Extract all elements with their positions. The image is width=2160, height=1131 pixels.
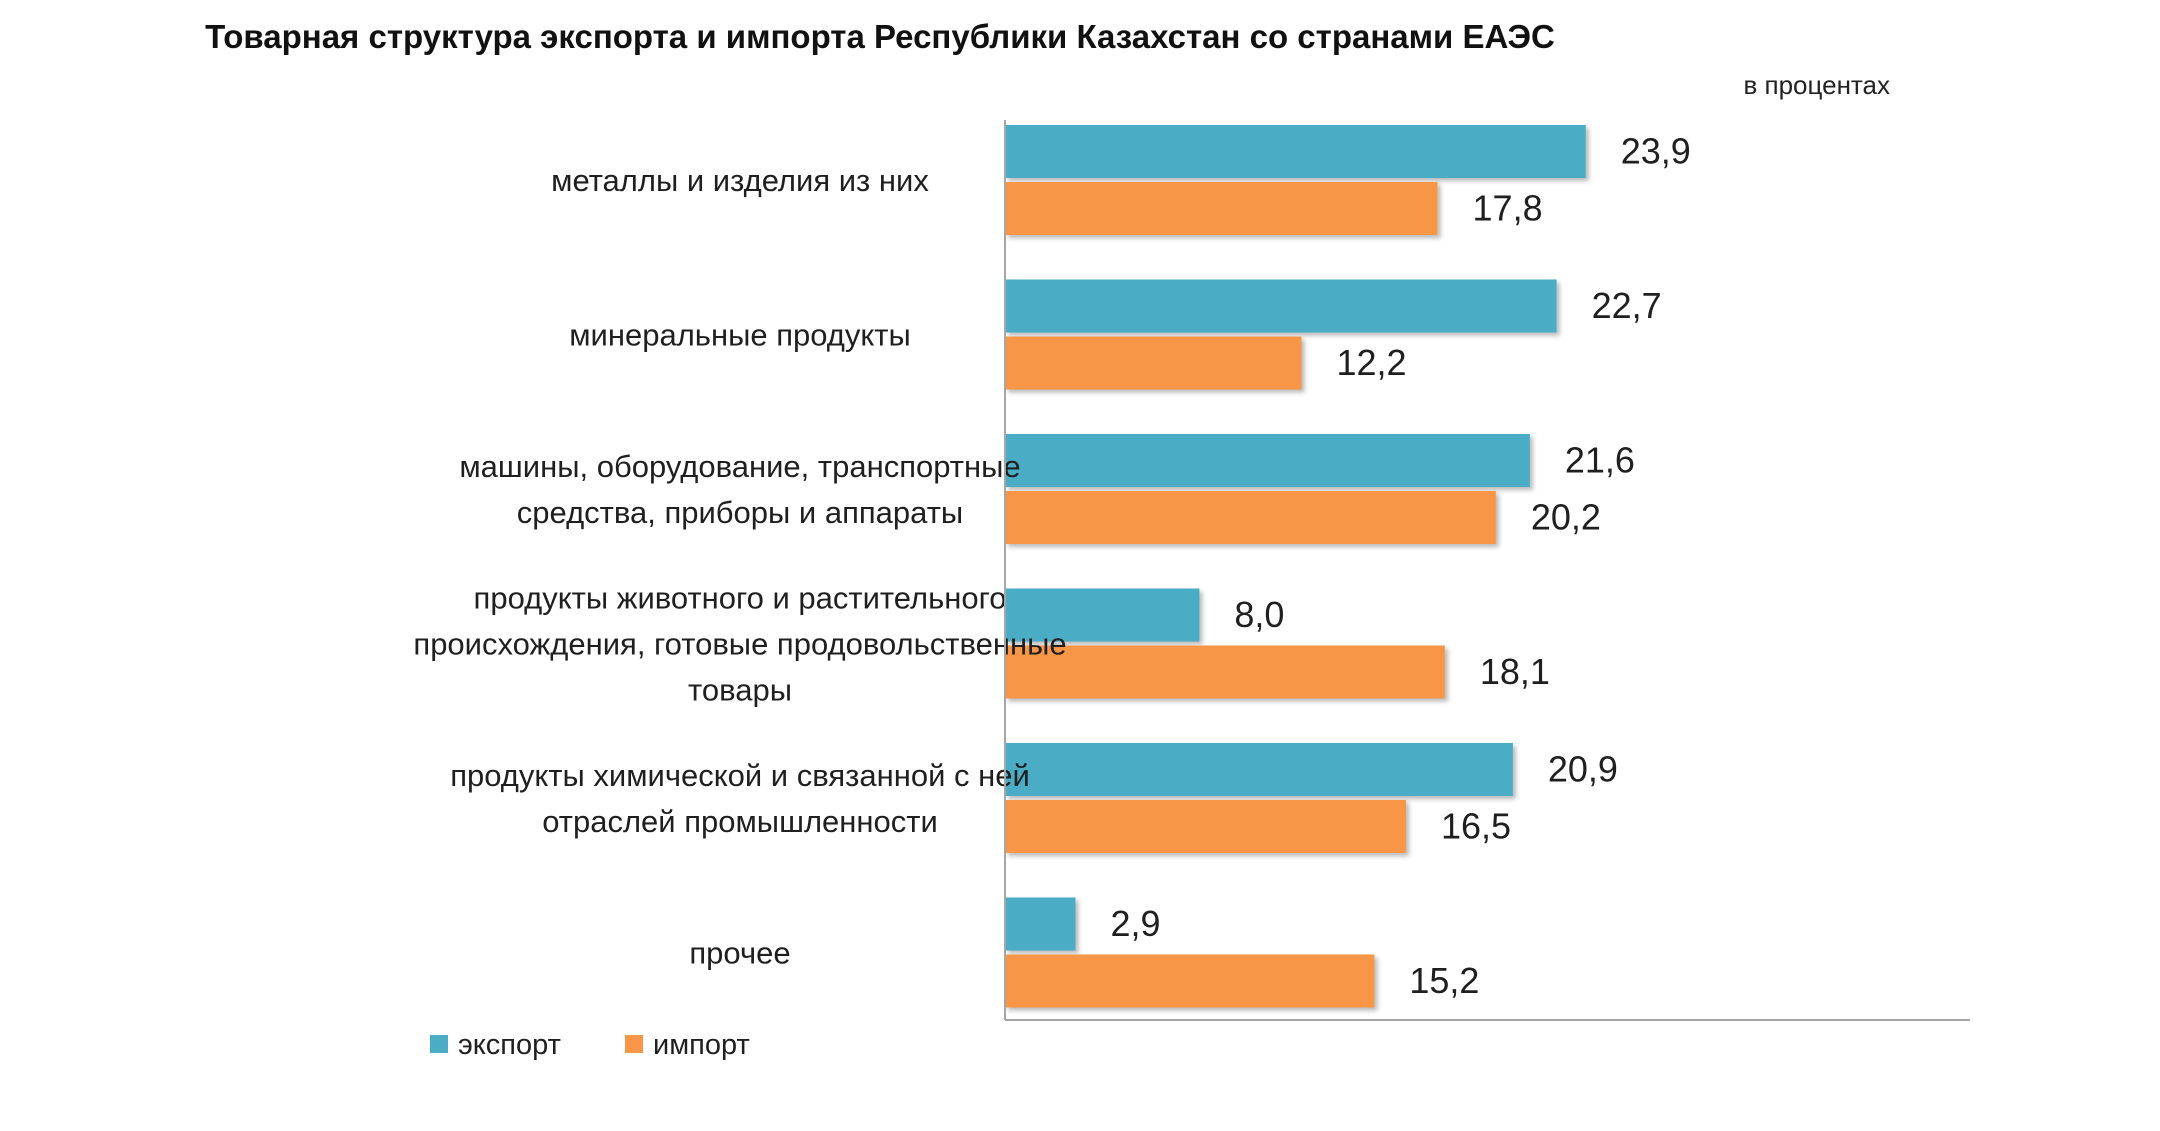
legend: экспорт импорт bbox=[430, 1029, 750, 1061]
category-label-line: средства, приборы и аппараты bbox=[517, 495, 963, 530]
import-bar-6 bbox=[1005, 954, 1375, 1008]
category-label-1: металлы и изделия из них bbox=[551, 163, 929, 198]
import-value-label-2: 12,2 bbox=[1336, 342, 1406, 383]
export-value-label-6: 2,9 bbox=[1110, 903, 1160, 944]
category-label-6: прочее bbox=[689, 936, 790, 971]
export-bar-1 bbox=[1005, 125, 1586, 178]
category-label-line: товары bbox=[688, 673, 792, 708]
import-value-label-4: 18,1 bbox=[1480, 651, 1550, 692]
category-label-line: происхождения, готовые продовольственные bbox=[413, 627, 1066, 662]
category-labels: металлы и изделия из них минеральные прод… bbox=[413, 163, 1066, 971]
import-value-label-5: 16,5 bbox=[1441, 806, 1511, 847]
export-value-label-5: 20,9 bbox=[1548, 749, 1618, 790]
export-value-label-3: 21,6 bbox=[1565, 440, 1635, 481]
import-value-label-3: 20,2 bbox=[1531, 497, 1601, 538]
import-bar-4 bbox=[1005, 645, 1445, 699]
import-bar-1 bbox=[1005, 182, 1438, 235]
import-value-label-6: 15,2 bbox=[1409, 960, 1479, 1001]
import-legend-swatch bbox=[625, 1035, 643, 1053]
export-legend-label: экспорт bbox=[458, 1029, 561, 1061]
category-label-3: машины, оборудование, транспортные средст… bbox=[459, 449, 1020, 530]
category-label-line: прочее bbox=[689, 936, 790, 971]
export-bar-5 bbox=[1005, 743, 1513, 796]
export-bar-4 bbox=[1005, 588, 1200, 642]
import-bar-2 bbox=[1005, 336, 1302, 390]
export-bar-6 bbox=[1005, 897, 1076, 951]
category-label-line: минеральные продукты bbox=[569, 318, 911, 353]
category-label-line: продукты химической и связанной с ней bbox=[450, 758, 1030, 793]
category-label-4: продукты животного и растительного происх… bbox=[413, 581, 1066, 708]
category-label-5: продукты химической и связанной с ней отр… bbox=[450, 758, 1030, 839]
export-value-label-4: 8,0 bbox=[1234, 594, 1284, 635]
export-legend-swatch bbox=[430, 1035, 448, 1053]
category-label-line: машины, оборудование, транспортные bbox=[459, 449, 1020, 484]
chart-subtitle: в процентах bbox=[1743, 70, 1890, 100]
export-bar-2 bbox=[1005, 279, 1557, 333]
export-value-label-2: 22,7 bbox=[1592, 285, 1662, 326]
chart-title: Товарная структура экспорта и импорта Ре… bbox=[205, 18, 1555, 55]
import-bar-5 bbox=[1005, 800, 1406, 853]
category-label-line: отраслей промышленности bbox=[542, 804, 938, 839]
category-label-line: металлы и изделия из них bbox=[551, 163, 929, 198]
bars-group bbox=[1005, 125, 1586, 1008]
category-label-line: продукты животного и растительного bbox=[474, 581, 1007, 616]
import-bar-3 bbox=[1005, 491, 1496, 544]
import-legend-label: импорт bbox=[653, 1029, 750, 1061]
export-value-label-1: 23,9 bbox=[1621, 131, 1691, 172]
value-labels: 23,9 17,8 22,7 12,2 21,6 20,2 8,0 18,1 20,9 16,5 2… bbox=[1110, 131, 1690, 1002]
export-bar-3 bbox=[1005, 434, 1530, 487]
category-label-2: минеральные продукты bbox=[569, 318, 911, 353]
import-value-label-1: 17,8 bbox=[1473, 188, 1543, 229]
